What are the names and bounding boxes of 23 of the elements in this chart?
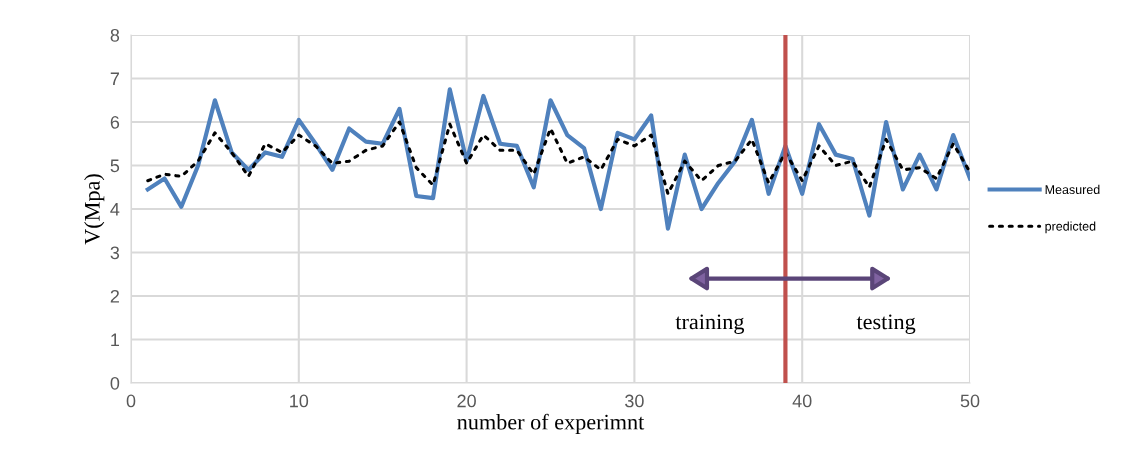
annotation: testing (856, 314, 916, 334)
y-tick-label: 0 (110, 376, 120, 390)
legend-label: predicted (1045, 221, 1096, 234)
x-axis-title: number of experimnt (457, 413, 645, 435)
y-tick-label: 3 (110, 246, 120, 260)
y-tick-label: 8 (110, 28, 120, 42)
x-tick-label: 0 (126, 394, 136, 408)
x-tick-label: 20 (457, 394, 476, 408)
y-tick-label: 7 (110, 72, 119, 86)
x-tick-label: 30 (625, 394, 644, 408)
y-tick-label: 6 (110, 115, 120, 129)
x-tick-label: 40 (792, 394, 812, 408)
annotation: training (675, 314, 745, 334)
y-tick-label: 4 (110, 203, 120, 216)
y-tick-label: 1 (111, 333, 120, 347)
legend-label: Measured (1045, 184, 1100, 195)
x-tick-label: 50 (960, 394, 980, 408)
line-series (146, 120, 970, 196)
y-tick-label: 2 (110, 289, 119, 303)
line-series (145, 87, 970, 231)
y-axis-title: V(Mpa) (84, 174, 105, 245)
x-tick-label: 10 (290, 394, 309, 408)
y-tick-label: 5 (110, 159, 120, 173)
